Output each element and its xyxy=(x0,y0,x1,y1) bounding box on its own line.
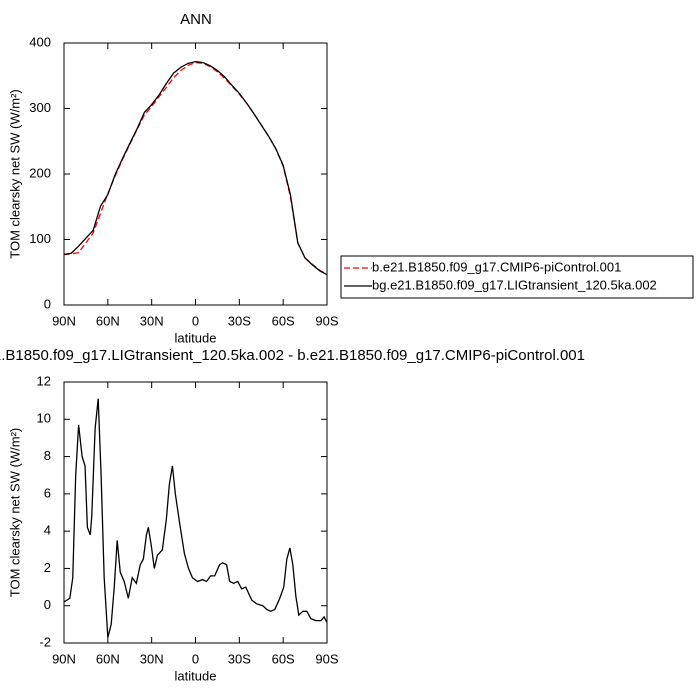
x-tick-label: 60S xyxy=(272,651,295,666)
chart-title: ANN xyxy=(180,11,212,28)
x-tick-label: 30N xyxy=(140,313,164,328)
data-line xyxy=(63,398,328,638)
x-tick-label: 60S xyxy=(272,313,295,328)
legend-box xyxy=(340,255,694,299)
x-tick-label: 90S xyxy=(315,651,338,666)
x-tick-label: 60N xyxy=(96,651,120,666)
y-tick-label: 8 xyxy=(44,448,51,463)
legend-label: bg.e21.B1850.f09_g17.LIGtransient_120.5k… xyxy=(372,277,657,292)
x-tick-label: 90S xyxy=(315,313,338,328)
y-tick-label: 12 xyxy=(37,373,51,388)
x-tick-label: 30S xyxy=(228,651,251,666)
y-tick-label: 200 xyxy=(29,165,51,180)
data-line xyxy=(63,61,328,276)
data-line xyxy=(63,61,328,275)
y-tick-label: 400 xyxy=(29,34,51,49)
chart-title: bg.e21.B1850.f09_g17.LIGtransient_120.5k… xyxy=(0,347,585,364)
y-axis-label: TOM clearsky net SW (W/m²) xyxy=(7,428,22,597)
y-tick-label: 0 xyxy=(44,597,51,612)
plot-frame xyxy=(63,42,328,306)
y-tick-label: 6 xyxy=(44,485,51,500)
y-axis-label: TOM clearsky net SW (W/m²) xyxy=(7,89,22,258)
x-tick-label: 30N xyxy=(140,651,164,666)
plot-frame xyxy=(63,381,328,644)
legend-label: b.e21.B1850.f09_g17.CMIP6-piControl.001 xyxy=(372,259,621,274)
x-axis-label: latitude xyxy=(175,668,217,683)
x-tick-label: 90N xyxy=(52,651,76,666)
x-tick-label: 90N xyxy=(52,313,76,328)
x-tick-label: 60N xyxy=(96,313,120,328)
x-tick-label: 0 xyxy=(192,313,199,328)
y-tick-label: 300 xyxy=(29,100,51,115)
y-tick-label: 100 xyxy=(29,231,51,246)
x-tick-label: 30S xyxy=(228,313,251,328)
x-tick-label: 0 xyxy=(192,651,199,666)
y-tick-label: 0 xyxy=(44,296,51,311)
y-tick-label: 4 xyxy=(44,523,51,538)
y-tick-label: -2 xyxy=(39,634,51,649)
y-tick-label: 2 xyxy=(44,560,51,575)
y-tick-label: 10 xyxy=(37,411,51,426)
x-axis-label: latitude xyxy=(175,330,217,345)
